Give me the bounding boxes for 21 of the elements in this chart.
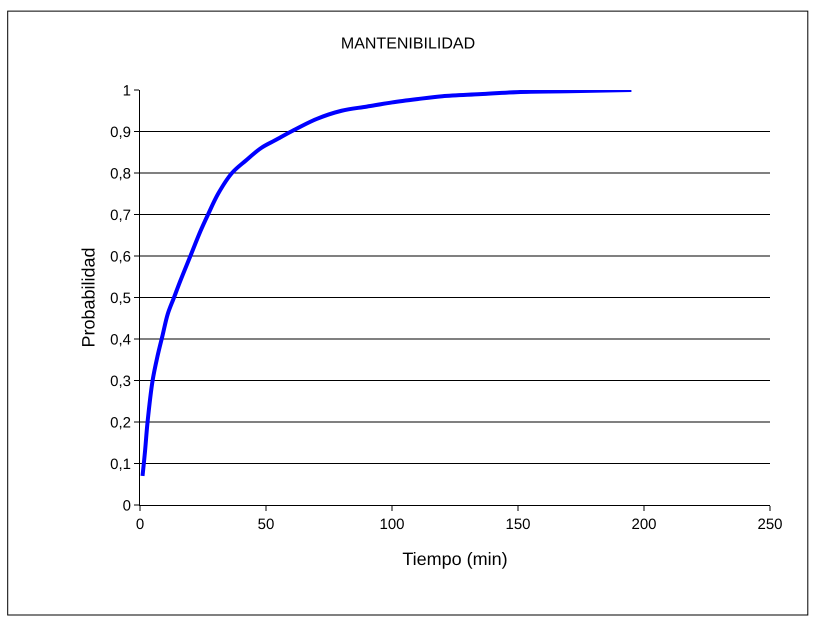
y-tick-label: 0,3: [110, 372, 131, 390]
y-tick-label: 0,6: [110, 248, 131, 266]
x-tick-label: 200: [631, 516, 657, 533]
x-tick-label: 50: [258, 516, 274, 533]
chart-title: MANTENIBILIDAD: [340, 36, 476, 53]
y-tick-label: 0,4: [110, 331, 131, 348]
y-tick-label: 0,8: [110, 165, 131, 182]
x-tick-label: 250: [757, 516, 783, 533]
x-tick-label: 0: [136, 516, 144, 533]
y-tick-label: 1: [122, 82, 131, 100]
y-tick-label: 0,1: [110, 456, 131, 473]
line-series: [140, 90, 634, 478]
y-tick-label: 0,9: [110, 124, 131, 141]
y-tick-label: 0: [122, 497, 131, 514]
x-axis-title: Tiempo (min): [402, 549, 508, 570]
y-tick-label: 0,7: [110, 206, 131, 224]
y-axis-title: Probabilidad: [78, 247, 98, 348]
x-tick-label: 150: [505, 516, 531, 533]
y-tick-label: 0,2: [110, 414, 131, 432]
y-tick-label: 0,5: [110, 290, 131, 307]
x-tick-label: 100: [379, 516, 405, 533]
